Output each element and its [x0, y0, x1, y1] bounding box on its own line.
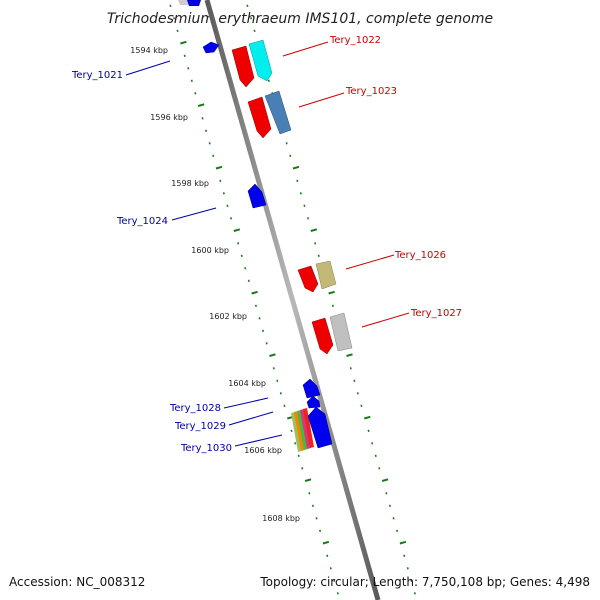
- gene-label-tery-1027[interactable]: Tery_1027: [410, 308, 462, 319]
- left-track-tick: [269, 353, 276, 357]
- left-track-tick: [180, 40, 187, 45]
- gene-tery-1024[interactable]: Tery_1024: [116, 183, 267, 227]
- gene-label-tery-1030[interactable]: Tery_1030: [180, 443, 232, 454]
- gene-label-tery-1023[interactable]: Tery_1023: [345, 86, 397, 97]
- gene-tery-1030[interactable]: Tery_1030: [180, 406, 333, 454]
- left-track-tick: [233, 228, 241, 232]
- right-track-tick: [310, 228, 318, 232]
- tick-label-1594: 1594 kbp: [130, 46, 168, 55]
- accession-text: Accession: NC_008312: [9, 575, 145, 589]
- right-track-tick: [364, 415, 371, 420]
- tick-label-1608: 1608 kbp: [262, 514, 300, 523]
- left-track-tick: [251, 290, 258, 295]
- gene-label-tery-1022[interactable]: Tery_1022: [329, 35, 381, 46]
- tick-label-1606: 1606 kbp: [244, 446, 282, 455]
- clipped-top-features: [178, 0, 201, 6]
- right-track-tick: [381, 478, 389, 482]
- map-title: Trichodesmium erythraeum IMS101, complet…: [107, 11, 493, 27]
- gene-tery-1022[interactable]: Tery_1022: [231, 35, 381, 88]
- right-track-tick: [399, 540, 407, 545]
- tick-label-1604: 1604 kbp: [228, 379, 266, 388]
- gene-label-tery-1026[interactable]: Tery_1026: [394, 250, 446, 261]
- right-track-tick: [346, 353, 353, 357]
- tick-label-1598: 1598 kbp: [171, 179, 209, 188]
- gene-label-tery-1029[interactable]: Tery_1029: [174, 421, 226, 432]
- genome-summary-text: Topology: circular; Length: 7,750,108 bp…: [259, 575, 590, 589]
- right-track-tick: [328, 290, 335, 295]
- gene-tery-1021[interactable]: Tery_1021: [71, 41, 220, 81]
- gene-tery-1023[interactable]: Tery_1023: [247, 86, 397, 139]
- gene-label-tery-1028[interactable]: Tery_1028: [169, 403, 221, 414]
- right-track-tick: [292, 165, 300, 170]
- tick-label-1596: 1596 kbp: [150, 113, 188, 122]
- gene-label-tery-1024[interactable]: Tery_1024: [116, 216, 168, 227]
- left-track-tick: [322, 540, 330, 545]
- left-track-tick: [197, 103, 205, 107]
- gene-tery-1029[interactable]: Tery_1029: [174, 409, 311, 452]
- gene-tery-1027[interactable]: Tery_1027: [311, 308, 462, 355]
- gene-tery-1026[interactable]: Tery_1026: [297, 250, 446, 293]
- tick-label-1600: 1600 kbp: [191, 246, 229, 255]
- gene-tery-1028[interactable]: Tery_1028: [169, 378, 321, 414]
- left-track-tick: [304, 478, 312, 482]
- gene-label-tery-1021[interactable]: Tery_1021: [71, 70, 123, 81]
- left-track-tick: [215, 165, 223, 170]
- tick-labels: 1594 kbp 1596 kbp 1598 kbp 1600 kbp 1602…: [130, 46, 300, 523]
- tick-label-1602: 1602 kbp: [209, 312, 247, 321]
- genome-backbone: [204, 0, 381, 600]
